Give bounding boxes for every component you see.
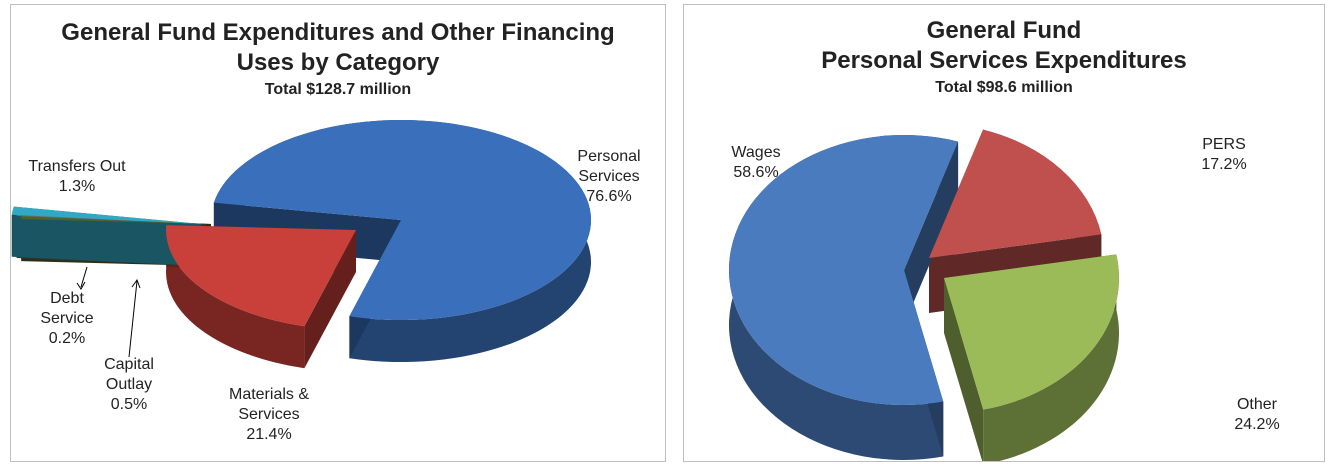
chart-title: Uses by Category bbox=[236, 49, 440, 76]
slice-value: 76.6% bbox=[586, 188, 632, 205]
pie-slice bbox=[213, 119, 591, 320]
leader-arrow bbox=[80, 266, 88, 288]
slice-side-face bbox=[944, 278, 984, 461]
pie-slice bbox=[11, 206, 201, 224]
arrow-head bbox=[76, 281, 86, 290]
pie-slice bbox=[944, 254, 1119, 410]
slice-name: Wages bbox=[731, 144, 781, 161]
chart-title: General Fund bbox=[926, 17, 1082, 44]
slice-label: Personal Services 76.6% bbox=[564, 147, 654, 207]
chart-title: General Fund Expenditures and Other Fina… bbox=[61, 19, 615, 46]
pie-slice bbox=[728, 134, 959, 405]
slice-name: Capital Outlay bbox=[104, 356, 154, 393]
chart-title: Personal Services Expenditures bbox=[821, 47, 1187, 74]
slice-label: Debt Service 0.2% bbox=[32, 289, 102, 349]
leader-arrow bbox=[128, 280, 138, 358]
slice-value: 58.6% bbox=[733, 164, 779, 181]
slice-value: 21.4% bbox=[246, 426, 292, 443]
chart-panel: General Fund Personal Services Expenditu… bbox=[683, 4, 1325, 462]
slice-name: Materials & Services bbox=[228, 386, 310, 423]
slice-name: PERS bbox=[1202, 136, 1246, 153]
pie-slice bbox=[929, 129, 1102, 258]
slice-label: PERS 17.2% bbox=[1189, 135, 1259, 175]
slice-label: Other 24.2% bbox=[1222, 395, 1292, 435]
pie-slice bbox=[166, 225, 356, 327]
slice-value: 0.5% bbox=[110, 396, 148, 413]
chart-panel: General Fund Expenditures and Other Fina… bbox=[10, 4, 666, 462]
slice-side-face bbox=[904, 141, 959, 325]
pie-plot bbox=[728, 129, 1119, 461]
slice-value: 24.2% bbox=[1234, 416, 1280, 433]
slice-name: Transfers Out bbox=[28, 158, 126, 175]
pie-plot bbox=[11, 119, 591, 369]
chart-subtitle: Total $128.7 million bbox=[264, 81, 412, 98]
slice-value: 0.2% bbox=[48, 330, 86, 347]
slice-name: Personal Services bbox=[577, 148, 641, 185]
slice-label: Transfers Out 1.3% bbox=[17, 157, 137, 197]
arrow-head bbox=[131, 278, 141, 289]
chart-subtitle: Total $98.6 million bbox=[935, 79, 1073, 96]
slice-name: Debt Service bbox=[40, 290, 94, 327]
slice-side-face bbox=[983, 254, 1119, 461]
slice-label: Materials & Services 21.4% bbox=[214, 385, 324, 445]
slice-value: 17.2% bbox=[1201, 156, 1247, 173]
slice-side-face bbox=[166, 225, 305, 369]
slice-label: Capital Outlay 0.5% bbox=[89, 355, 169, 415]
slice-label: Wages 58.6% bbox=[721, 143, 791, 183]
slice-value: 1.3% bbox=[58, 178, 96, 195]
slice-name: Other bbox=[1236, 396, 1277, 413]
